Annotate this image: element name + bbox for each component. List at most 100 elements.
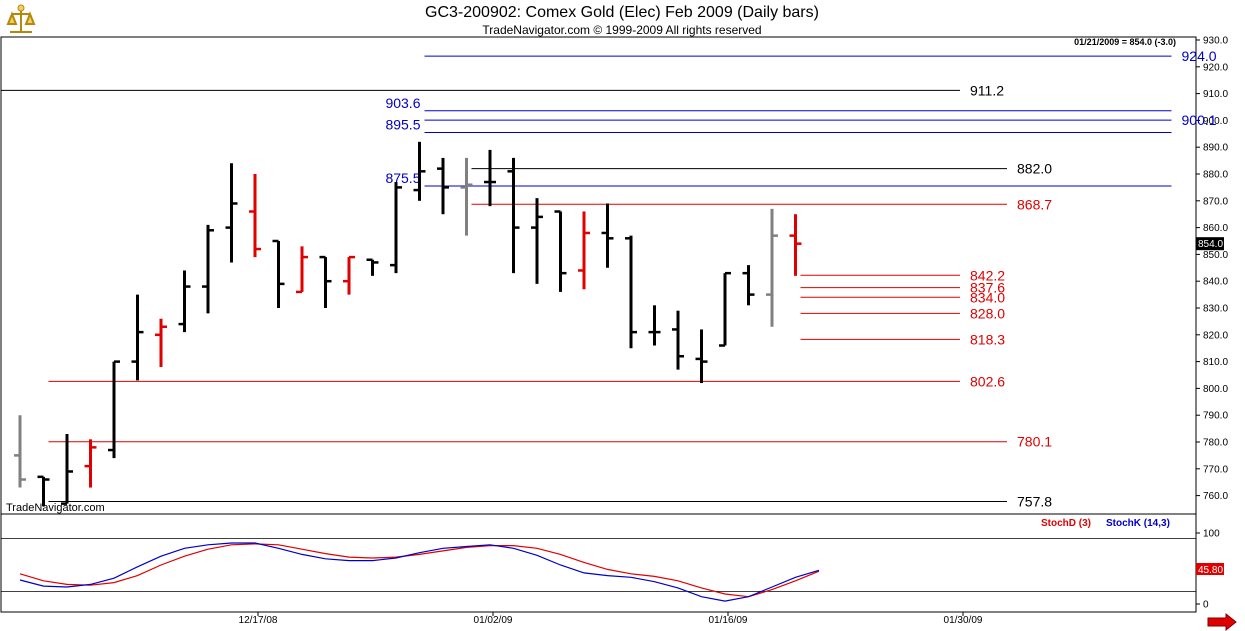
ohlc-bar <box>531 198 543 284</box>
level-label: 868.7 <box>1017 196 1052 212</box>
ohlc-bar <box>296 246 308 294</box>
date-tick-label: 01/16/09 <box>709 615 748 626</box>
price-tick-label: 760.0 <box>1203 491 1228 502</box>
level-label: 842.2 <box>970 267 1005 283</box>
ohlc-bar <box>789 214 802 276</box>
level-label: 903.6 <box>385 95 420 111</box>
stoch-last-box <box>1196 563 1224 575</box>
level-label: 895.5 <box>385 116 420 132</box>
stoch-k-line <box>19 542 820 602</box>
stoch-y-axis: 100 0 <box>1196 529 1220 611</box>
price-tick-label: 820.0 <box>1203 330 1228 341</box>
level-label: 911.2 <box>970 82 1004 98</box>
ohlc-bar <box>648 305 661 346</box>
chart-title: GC3-200902: Comex Gold (Elec) Feb 2009 (… <box>425 4 819 21</box>
ohlc-bar <box>61 433 73 505</box>
price-tick-label: 790.0 <box>1203 411 1228 422</box>
date-tick-label: 01/30/09 <box>944 615 983 626</box>
level-label: 818.3 <box>970 331 1005 347</box>
level-label: 882.0 <box>1017 161 1052 177</box>
ohlc-bar <box>225 163 238 263</box>
ohlc-bar <box>484 149 496 207</box>
ohlc-bar <box>202 224 214 314</box>
chart-subtitle: TradeNavigator.com © 1999-2009 All right… <box>482 23 761 37</box>
ohlc-bar <box>554 210 567 292</box>
stoch-lines <box>1 538 1196 602</box>
ohlc-bar <box>108 360 120 459</box>
last-price-label: 854.0 <box>1198 239 1223 250</box>
price-bars <box>14 141 802 507</box>
level-label: 834.0 <box>970 289 1005 305</box>
price-tick-label: 770.0 <box>1203 464 1228 475</box>
price-tick-label: 800.0 <box>1203 384 1228 395</box>
ohlc-bar <box>178 270 191 333</box>
level-label: 875.5 <box>385 170 420 186</box>
ohlc-bar <box>719 271 731 347</box>
stoch-d-line <box>19 543 820 598</box>
date-tick-label: 12/17/08 <box>239 615 278 626</box>
price-tick-label: 870.0 <box>1203 196 1228 207</box>
level-label: 924.0 <box>1182 48 1217 64</box>
level-label: 828.0 <box>970 305 1005 321</box>
price-tick-label: 840.0 <box>1203 277 1228 288</box>
last-price-box <box>1196 237 1224 251</box>
ohlc-bar <box>625 235 637 349</box>
ohlc-bar <box>507 157 520 274</box>
price-tick-label: 830.0 <box>1203 304 1228 315</box>
price-panel: 01/21/2009 = 854.0 (-3.0) TradeNavigator… <box>0 36 1228 515</box>
level-lines: 924.0 911.2 903.6 900.1 895.5 882.0 875.5 868.7… <box>1 48 1217 509</box>
ohlc-bar <box>695 329 708 384</box>
price-tick-label: 920.0 <box>1203 62 1228 73</box>
price-tick-label: 900.0 <box>1203 116 1228 127</box>
ohlc-bar <box>460 157 473 236</box>
price-tick-label: 910.0 <box>1203 89 1228 100</box>
watermark: TradeNavigator.com <box>6 502 105 514</box>
price-tick-label: 780.0 <box>1203 438 1228 449</box>
stoch-last-tag: 45.80 <box>1196 563 1224 576</box>
ohlc-bar <box>742 265 755 306</box>
price-tick-label: 850.0 <box>1203 250 1228 261</box>
price-tick-label: 810.0 <box>1203 357 1228 368</box>
level-label: 757.8 <box>1017 493 1052 509</box>
ohlc-bar <box>155 318 167 367</box>
stochastic-panel: StochD (3) StochK (14,3) 100 0 45.80 <box>0 513 1224 613</box>
ohlc-bar <box>272 239 285 308</box>
ohlc-bar <box>390 182 402 274</box>
stoch-tick-label: 0 <box>1203 600 1209 611</box>
price-y-axis: 930.0 920.0 910.0 900.0 890.0 880.0 870.0 860.0… <box>1196 36 1228 502</box>
price-tick-label: 860.0 <box>1203 223 1228 234</box>
app-logo <box>6 4 36 33</box>
ohlc-bar <box>437 157 449 215</box>
ohlc-bar <box>37 475 50 507</box>
price-tick-label: 930.0 <box>1203 36 1228 47</box>
price-tick-label: 880.0 <box>1203 170 1228 181</box>
ohlc-bar <box>413 141 426 201</box>
stoch-last-label: 45.80 <box>1198 565 1223 576</box>
ohlc-bar <box>319 255 332 308</box>
ohlc-bar <box>766 208 778 327</box>
level-label: 780.1 <box>1017 434 1052 450</box>
stoch-k-legend: StochK (14,3) <box>1106 518 1170 529</box>
level-label: 837.6 <box>970 280 1005 296</box>
last-price-tag: 854.0 <box>1196 237 1224 251</box>
ohlc-bar <box>672 310 684 370</box>
header: GC3-200902: Comex Gold (Elec) Feb 2009 (… <box>6 4 819 37</box>
level-label: 900.1 <box>1182 112 1217 128</box>
stoch-tick-label: 100 <box>1203 529 1220 540</box>
quote-readout: 01/21/2009 = 854.0 (-3.0) <box>1074 37 1176 47</box>
level-label: 802.6 <box>970 373 1005 389</box>
date-axis: 12/17/08 01/02/09 01/16/09 01/30/09 <box>239 612 983 626</box>
ohlc-bar <box>131 294 144 381</box>
scroll-right-arrow-icon[interactable] <box>1207 612 1237 631</box>
ohlc-bar <box>366 258 379 276</box>
ohlc-bar <box>343 255 355 295</box>
ohlc-bar <box>249 174 261 258</box>
date-tick-label: 01/02/09 <box>474 615 513 626</box>
price-tick-label: 890.0 <box>1203 143 1228 154</box>
ohlc-bar <box>14 415 26 488</box>
ohlc-bar <box>578 211 590 290</box>
ohlc-bar <box>84 439 97 488</box>
ohlc-bar <box>601 203 614 268</box>
stoch-d-legend: StochD (3) <box>1041 518 1091 529</box>
